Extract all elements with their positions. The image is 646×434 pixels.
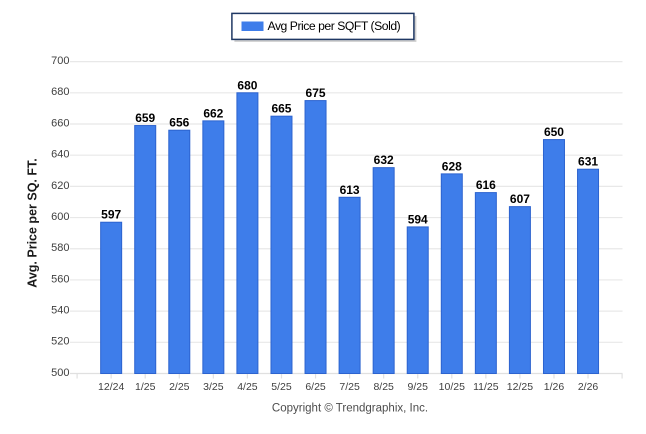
svg-text:665: 665 xyxy=(271,102,291,116)
svg-text:5/25: 5/25 xyxy=(271,381,292,393)
svg-text:540: 540 xyxy=(51,305,69,317)
svg-text:2/25: 2/25 xyxy=(169,381,190,393)
svg-text:632: 632 xyxy=(374,153,394,167)
svg-text:640: 640 xyxy=(51,149,69,161)
svg-text:660: 660 xyxy=(51,117,69,129)
svg-text:1/26: 1/26 xyxy=(544,381,565,393)
svg-text:Avg Price per SQFT (Sold): Avg Price per SQFT (Sold) xyxy=(268,19,401,33)
svg-text:Copyright © Trendgraphix, Inc.: Copyright © Trendgraphix, Inc. xyxy=(272,403,428,415)
svg-text:10/25: 10/25 xyxy=(439,381,465,393)
svg-text:656: 656 xyxy=(169,116,189,130)
svg-text:680: 680 xyxy=(51,86,69,98)
svg-text:616: 616 xyxy=(476,178,496,192)
svg-text:594: 594 xyxy=(408,212,428,226)
svg-text:7/25: 7/25 xyxy=(339,381,360,393)
svg-text:Avg. Price per SQ. FT.: Avg. Price per SQ. FT. xyxy=(26,158,40,287)
svg-text:3/25: 3/25 xyxy=(203,381,224,393)
svg-text:12/24: 12/24 xyxy=(98,381,124,393)
svg-text:600: 600 xyxy=(51,211,69,223)
svg-text:2/26: 2/26 xyxy=(578,381,599,393)
svg-text:6/25: 6/25 xyxy=(305,381,326,393)
svg-text:675: 675 xyxy=(306,86,326,100)
svg-text:520: 520 xyxy=(51,336,69,348)
svg-text:620: 620 xyxy=(51,180,69,192)
svg-text:1/25: 1/25 xyxy=(135,381,156,393)
svg-text:662: 662 xyxy=(203,106,223,120)
svg-text:9/25: 9/25 xyxy=(408,381,429,393)
svg-text:631: 631 xyxy=(578,155,598,169)
svg-text:500: 500 xyxy=(51,367,69,379)
svg-text:700: 700 xyxy=(51,55,69,67)
svg-text:8/25: 8/25 xyxy=(373,381,394,393)
svg-text:680: 680 xyxy=(237,78,257,92)
svg-text:597: 597 xyxy=(101,208,121,222)
svg-text:650: 650 xyxy=(544,125,564,139)
svg-text:607: 607 xyxy=(510,192,530,206)
svg-text:560: 560 xyxy=(51,273,69,285)
svg-text:4/25: 4/25 xyxy=(237,381,258,393)
svg-text:628: 628 xyxy=(442,159,462,173)
svg-text:580: 580 xyxy=(51,242,69,254)
svg-text:659: 659 xyxy=(135,111,155,125)
svg-text:11/25: 11/25 xyxy=(473,381,499,393)
svg-text:12/25: 12/25 xyxy=(507,381,533,393)
svg-text:613: 613 xyxy=(340,183,360,197)
